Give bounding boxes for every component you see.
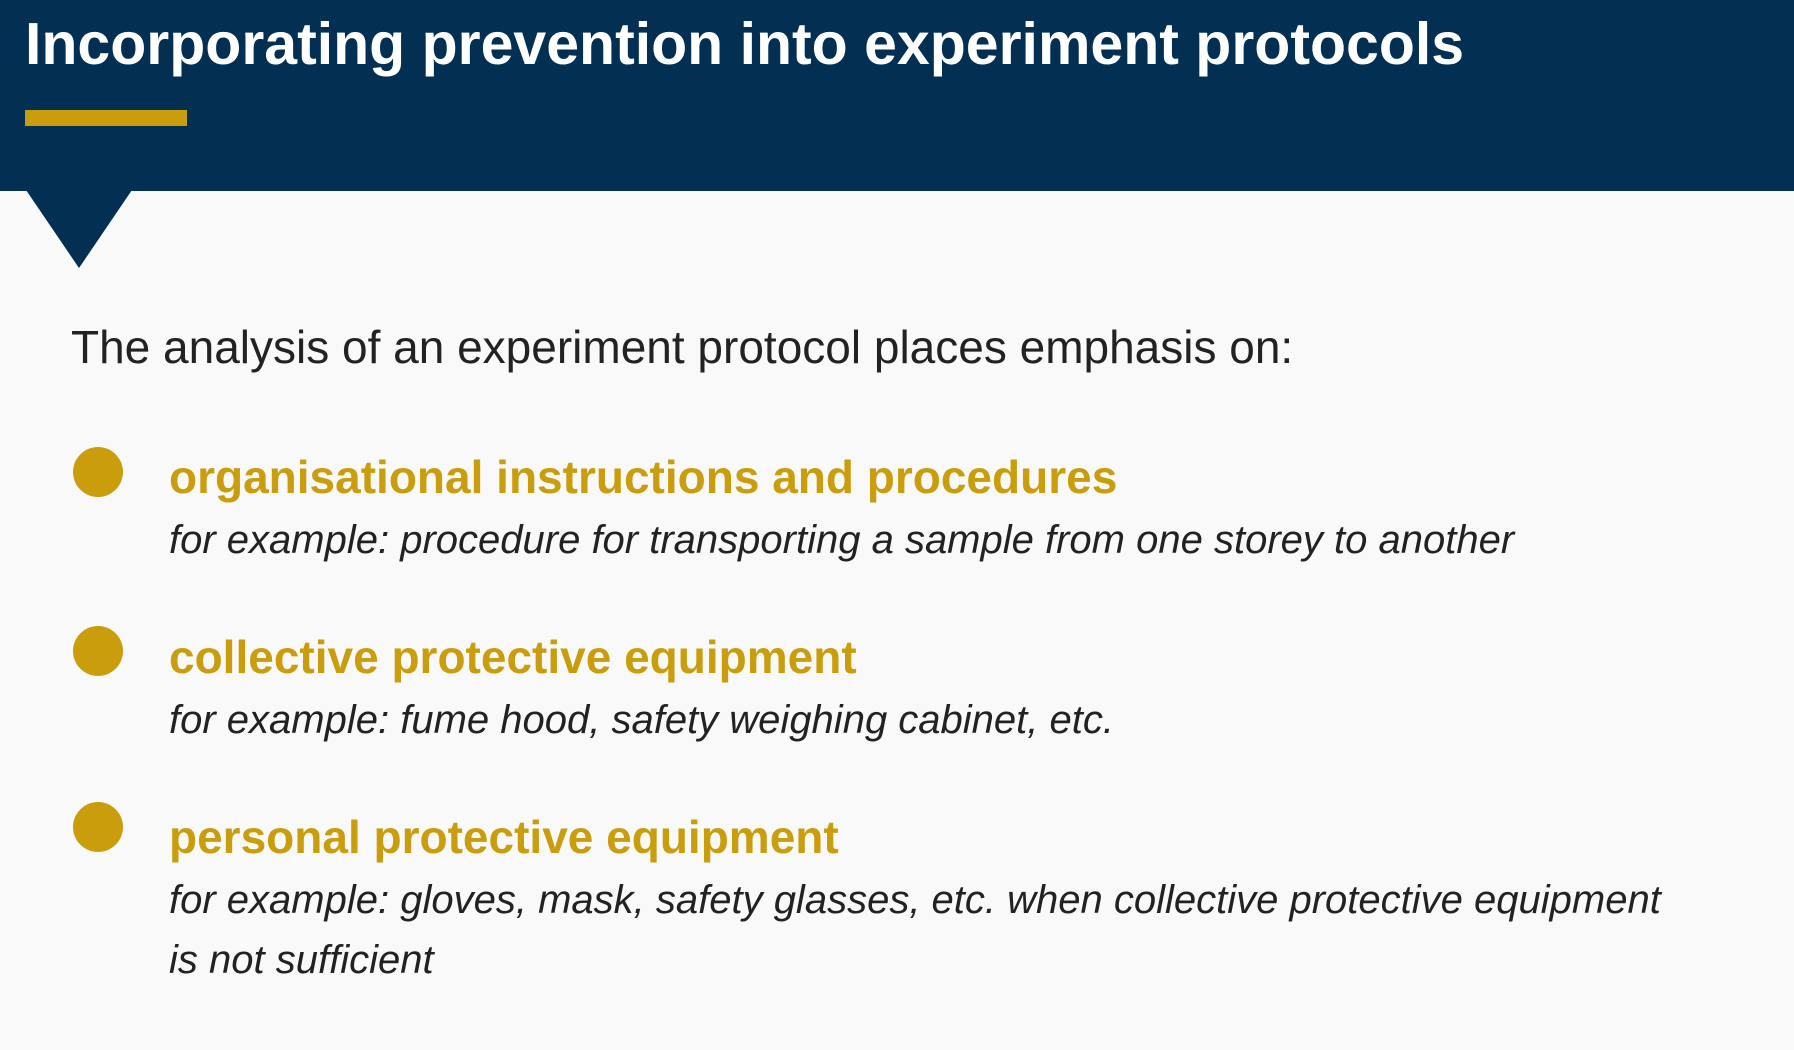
item-example: for example: fume hood, safety weighing … [169,698,1114,742]
item-heading: organisational instructions and procedur… [169,451,1118,503]
banner-pointer [26,190,132,268]
item-example: for example: gloves, mask, safety glasse… [169,878,1661,982]
title-banner: Incorporating prevention into experiment… [0,0,1794,191]
item-heading: personal protective equipment [169,811,839,863]
slide-title: Incorporating prevention into experiment… [25,11,1465,77]
item-heading: collective protective equipment [169,631,857,683]
bullet-dot [73,447,123,497]
title-accent-bar [25,110,187,126]
bullet-dot [73,626,123,676]
bullet-dot [73,802,123,852]
intro-text: The analysis of an experiment protocol p… [71,321,1294,373]
item-example: for example: procedure for transporting … [169,518,1515,562]
